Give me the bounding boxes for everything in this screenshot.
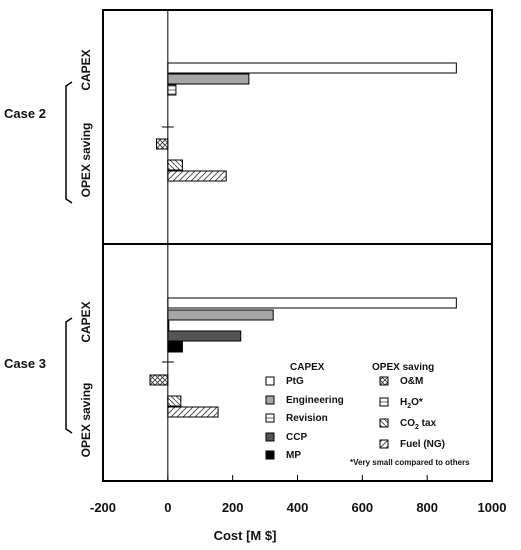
legend-note: *Very small compared to others	[350, 458, 470, 467]
legend-label-revision: Revision	[286, 413, 328, 424]
legend-swatch-h2o	[379, 397, 389, 407]
bar-case-2-capex-ptg	[167, 62, 457, 74]
group-label-case-2-capex: CAPEX	[79, 49, 93, 90]
legend: CAPEX OPEX saving PtG Engineering Revision CC…	[265, 362, 470, 467]
bar-case-3-capex-ptg	[167, 297, 457, 309]
bars-layer	[149, 62, 457, 418]
x-axis-label: Cost [M $]	[214, 528, 277, 543]
legend-swatch-o-m	[379, 376, 389, 386]
group-label-case-2-opex: OPEX saving	[79, 123, 93, 198]
legend-swatch-mp	[265, 450, 275, 460]
x-tick-label-0: 0	[164, 500, 171, 515]
x-tick-label-200: -200	[90, 500, 116, 515]
bar-case-2-opex-o-m	[155, 138, 169, 150]
legend-label-ccp: CCP	[286, 432, 307, 443]
case-label-case-2: Case 2	[4, 106, 46, 121]
plot-border	[102, 9, 493, 482]
bar-case-3-capex-mp	[167, 341, 183, 353]
x-tick-label-200: 200	[222, 500, 244, 515]
x-tick-label-1000: 1000	[478, 500, 507, 515]
bar-case-3-opex-co2-tax	[167, 395, 182, 407]
x-tick-label-600: 600	[351, 500, 373, 515]
bar-case-3-capex-ccp	[167, 330, 242, 342]
bar-case-2-opex-fuel-ng	[167, 170, 227, 182]
legend-swatch-co2-tax	[379, 418, 389, 428]
legend-label-o-m: O&M	[400, 376, 423, 387]
x-tick-label-800: 800	[416, 500, 438, 515]
axes-layer	[102, 10, 493, 481]
labels-layer: -200 0 200 400 600 800 1000 Cost [M $] Case 2 CAP…	[4, 49, 506, 543]
legend-label-co2-tax: CO2 tax	[400, 418, 437, 431]
legend-label-mp: MP	[286, 450, 301, 461]
bar-case-2-opex-co2-tax	[167, 159, 183, 171]
legend-capex-title: CAPEX	[290, 362, 325, 373]
legend-swatch-ccp	[265, 432, 275, 442]
legend-label-fuel-ng: Fuel (NG)	[400, 439, 445, 450]
legend-swatch-fuel-ng	[379, 439, 389, 449]
legend-label-h2o: H2O*	[400, 397, 423, 410]
bar-case-3-capex-engineering	[167, 309, 274, 321]
bar-case-2-capex-revision	[167, 84, 177, 96]
case-bracket-case-2	[65, 81, 73, 204]
group-label-case-3-capex: CAPEX	[79, 301, 93, 342]
bar-case-3-opex-fuel-ng	[167, 406, 219, 418]
legend-label-engineering: Engineering	[286, 395, 344, 406]
legend-swatch-ptg	[265, 376, 275, 386]
plot-frame	[102, 9, 493, 482]
case-label-case-3: Case 3	[4, 356, 46, 371]
bar-case-2-capex-engineering	[167, 73, 250, 85]
legend-label-ptg: PtG	[286, 376, 304, 387]
legend-swatch-revision	[265, 413, 275, 423]
bar-case-3-opex-o-m	[149, 374, 169, 386]
case-bracket-case-3	[65, 317, 73, 434]
legend-swatch-engineering	[265, 395, 275, 405]
x-tick-label-400: 400	[287, 500, 309, 515]
group-label-case-3-opex: OPEX saving	[79, 383, 93, 458]
legend-opex-title: OPEX saving	[372, 362, 434, 373]
